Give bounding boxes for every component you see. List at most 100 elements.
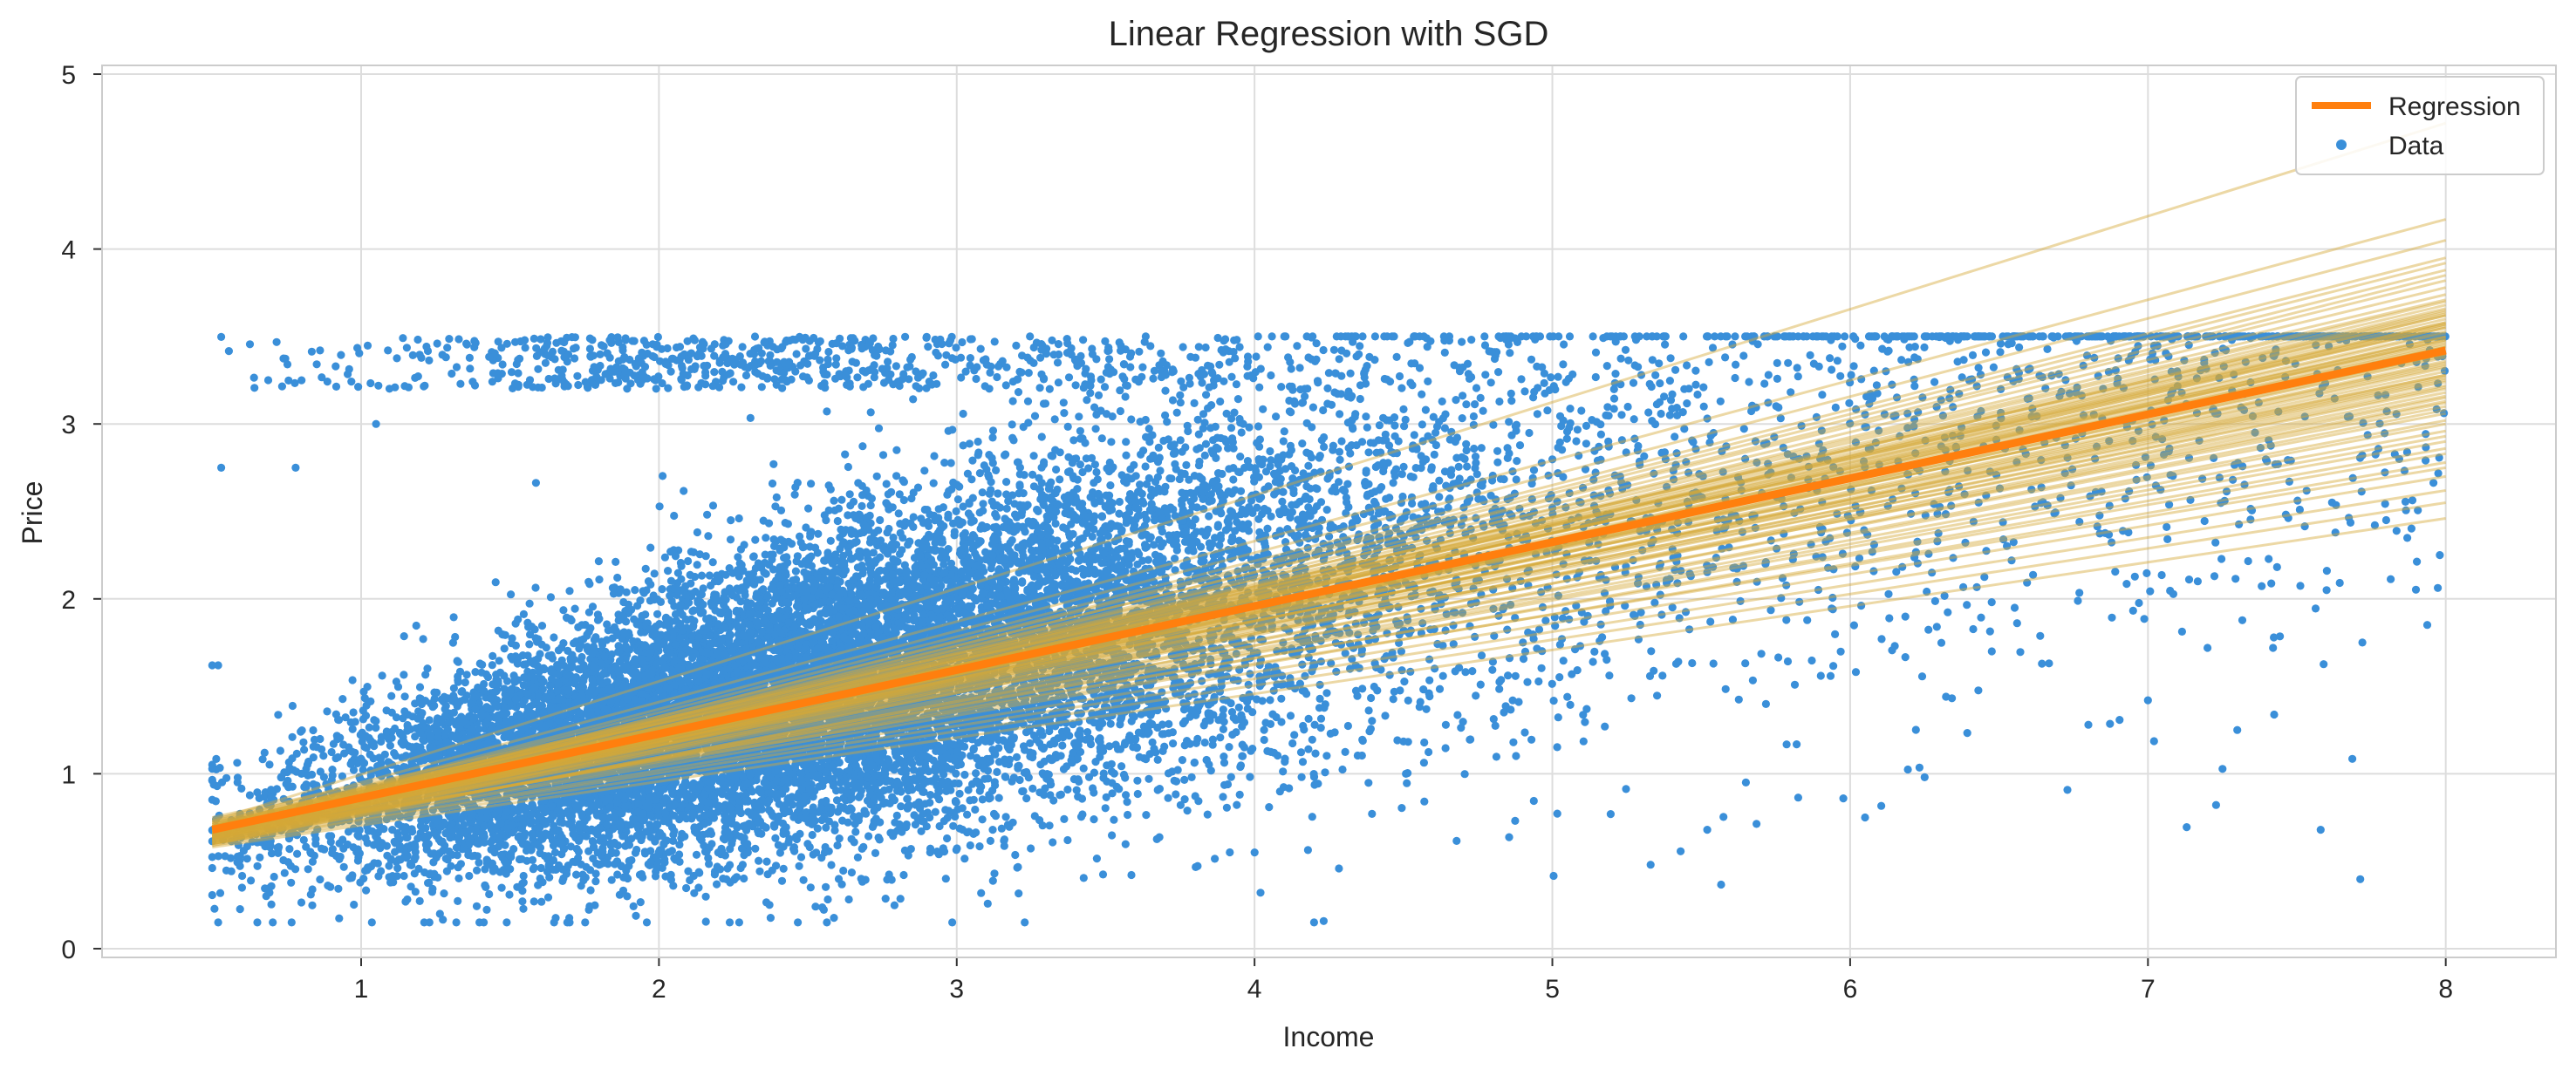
x-tick-label: 3 [949,975,964,1004]
data-point [858,562,866,569]
data-point [1403,780,1411,787]
data-point [416,897,424,905]
data-point [1656,379,1664,387]
data-point [1049,838,1056,846]
data-point [1397,804,1405,812]
data-point [1931,597,1939,605]
data-point [1969,625,1977,633]
data-point [1076,435,1084,443]
data-point [1102,804,1110,812]
data-point [1195,343,1203,351]
data-point [288,918,296,926]
data-point [1156,466,1164,474]
data-point [1837,648,1845,656]
data-point [837,496,845,504]
data-point [1202,391,1210,398]
data-point [1481,371,1489,378]
data-point [1090,769,1098,777]
data-point [1566,332,1574,340]
data-point [989,426,997,434]
data-point [791,491,799,499]
data-point [2323,567,2331,575]
data-point [1229,475,1237,483]
data-point [1527,736,1535,744]
data-point [1762,700,1770,708]
data-point [948,918,956,926]
data-point [413,622,420,630]
data-point [1075,412,1083,420]
data-point [352,718,359,725]
data-point [1255,384,1263,392]
data-point [2296,582,2304,589]
data-point [1924,626,1932,634]
data-point [1661,341,1669,349]
y-tick-label: 0 [61,936,76,964]
data-point [482,906,490,914]
data-point [416,683,424,691]
x-tick-label: 1 [354,975,369,1004]
data-point [930,452,938,460]
data-point [1184,422,1192,430]
data-point [542,359,550,367]
data-point [550,633,557,641]
data-point [1235,704,1243,712]
data-point [277,746,284,754]
data-point [1447,466,1455,473]
data-point [2270,711,2278,718]
data-point [1104,363,1112,371]
data-point [1154,756,1162,764]
data-point [308,902,316,909]
data-point [1807,657,1815,664]
data-point [393,354,400,362]
data-point [1699,384,1707,392]
data-point [1159,747,1167,755]
data-point [1330,346,1338,354]
data-point [2348,755,2356,763]
data-point [1261,736,1268,744]
data-point [1644,408,1652,416]
data-point [1161,387,1169,395]
data-point [1371,332,1379,340]
chart-title: Linear Regression with SGD [1109,15,1549,53]
data-point [935,505,943,513]
data-point [1397,385,1405,392]
data-point [537,898,545,906]
data-point [739,343,747,351]
data-point [897,802,905,810]
data-point [573,372,581,380]
data-point [1930,378,1938,386]
data-point [1555,673,1563,681]
data-point [1784,359,1792,367]
data-point [2178,628,2186,636]
data-point [1211,855,1219,862]
data-point [654,333,662,341]
data-point [1826,354,1834,362]
data-point [851,827,859,835]
data-point [924,343,932,351]
data-point [1365,706,1373,714]
data-point [347,378,355,385]
data-point [1517,375,1525,383]
data-point [2146,588,2154,596]
data-point [208,864,216,872]
x-tick-label: 8 [2438,975,2453,1004]
data-point [807,480,815,487]
data-point [698,572,706,580]
x-tick-label: 7 [2141,975,2156,1004]
data-point [974,438,982,446]
data-point [1065,373,1073,381]
data-point [1550,697,1558,705]
data-point [1336,456,1344,464]
data-point [659,472,666,480]
data-point [466,364,474,372]
data-point [1117,762,1125,770]
data-point [538,622,546,630]
data-point [656,502,664,510]
data-point [473,902,481,910]
data-point [1452,837,1460,845]
data-point [1054,358,1062,366]
data-point [1693,391,1701,398]
data-point [420,635,427,643]
data-point [778,877,786,885]
